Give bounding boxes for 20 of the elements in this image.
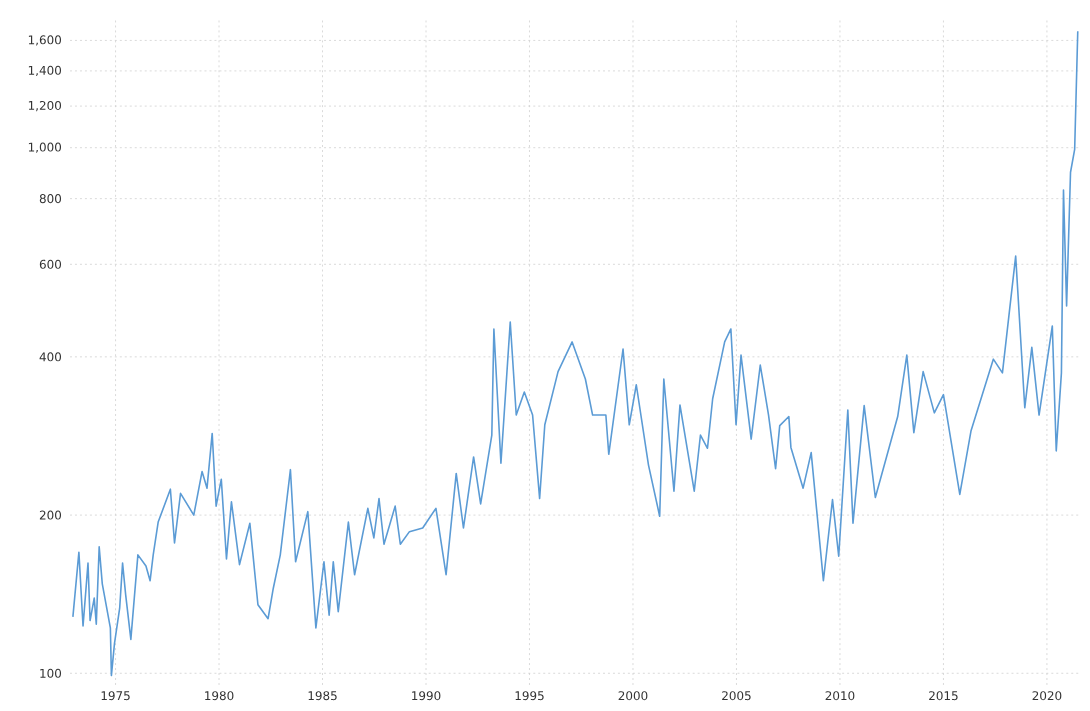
y-tick-label: 1,000	[28, 142, 62, 153]
y-tick-label: 200	[39, 510, 62, 520]
line-series	[72, 30, 1079, 677]
x-tick-label: 1995	[515, 691, 544, 701]
y-tick-label: 1,600	[28, 35, 62, 46]
x-tick-label: 1975	[101, 691, 130, 701]
x-tick-label: 2015	[929, 691, 958, 701]
y-tick-label: 100	[40, 668, 62, 678]
x-tick-label: 2020	[1032, 691, 1062, 701]
x-tick-label: 1990	[412, 691, 441, 701]
x-tick-label: 1980	[205, 691, 234, 701]
y-tick-label: 600	[39, 259, 62, 269]
y-tick-label: 800	[39, 194, 62, 204]
y-tick-label: 1,400	[28, 65, 62, 77]
y-tick-label: 400	[39, 352, 62, 362]
y-tick-label: 1,200	[28, 100, 62, 112]
x-tick-label: 2010	[825, 691, 855, 701]
x-tick-label: 2000	[618, 691, 648, 701]
x-tick-label: 2005	[722, 691, 751, 701]
x-tick-label: 1985	[308, 691, 337, 701]
